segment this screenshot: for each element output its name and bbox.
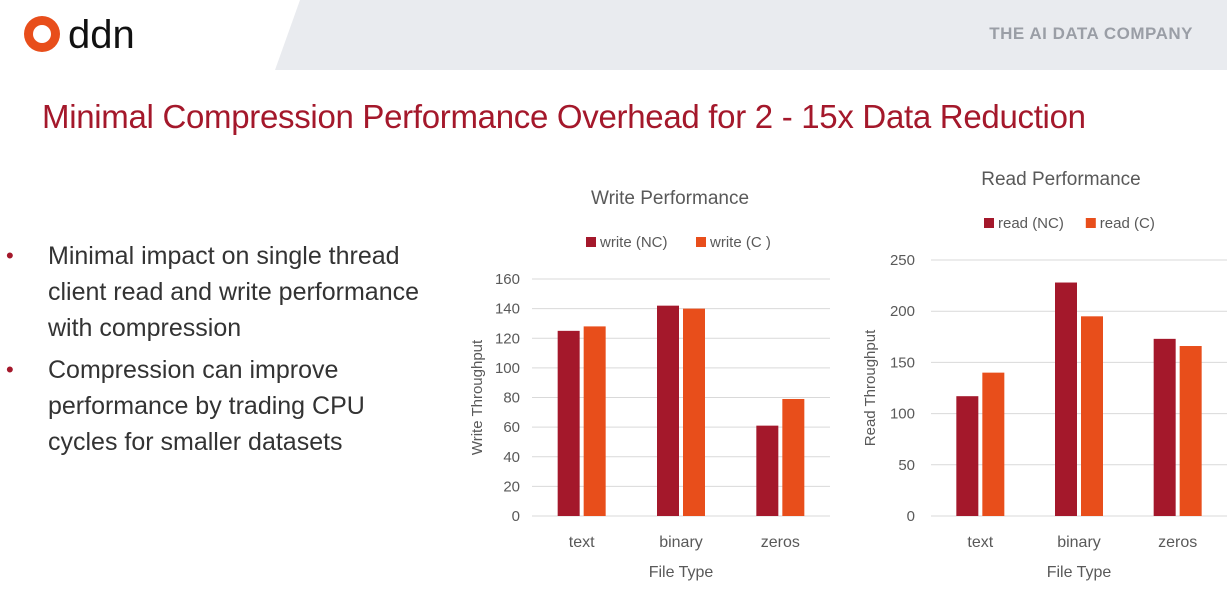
bar bbox=[1081, 316, 1103, 516]
x-axis-label: File Type bbox=[649, 564, 714, 581]
chart-title: Write Performance bbox=[591, 188, 749, 209]
y-axis-label: Write Throughput bbox=[469, 339, 486, 455]
bullet-item: • Minimal impact on single thread client… bbox=[0, 238, 440, 346]
x-axis-label: File Type bbox=[1047, 564, 1112, 581]
legend-swatch bbox=[1085, 218, 1096, 228]
y-tick-label: 20 bbox=[503, 478, 520, 495]
legend-swatch bbox=[586, 237, 596, 247]
legend-label: write (NC) bbox=[599, 234, 668, 251]
x-tick-label: text bbox=[569, 534, 595, 551]
header-white-panel bbox=[0, 0, 300, 70]
y-axis-label: Read Throughput bbox=[862, 329, 879, 446]
x-tick-label: zeros bbox=[1158, 534, 1197, 551]
y-tick-label: 120 bbox=[495, 330, 520, 347]
bullet-dot-icon: • bbox=[6, 357, 14, 382]
read-performance-chart: Read Performance read (NC) read (C) 0 50 100 1… bbox=[862, 169, 1227, 581]
legend-label: write (C ) bbox=[709, 234, 771, 251]
legend-label: read (C) bbox=[1100, 215, 1155, 232]
legend-label: read (NC) bbox=[998, 215, 1064, 232]
bar bbox=[657, 305, 679, 516]
bar bbox=[1153, 338, 1176, 516]
bar bbox=[782, 398, 805, 516]
bullet-dot-icon: • bbox=[6, 243, 14, 268]
x-tick-label: binary bbox=[659, 534, 703, 551]
bar bbox=[557, 330, 580, 516]
y-tick-label: 100 bbox=[890, 406, 915, 423]
x-tick-label: zeros bbox=[761, 534, 800, 551]
bar bbox=[1179, 346, 1202, 516]
bullet-text: Minimal impact on single thread client r… bbox=[48, 242, 420, 342]
bullet-item: • Compression can improve performance by… bbox=[0, 352, 440, 460]
bar bbox=[683, 308, 705, 516]
x-tick-label: binary bbox=[1057, 534, 1101, 551]
x-tick-label: text bbox=[967, 534, 993, 551]
legend-swatch bbox=[696, 237, 706, 247]
legend-swatch bbox=[984, 218, 994, 228]
bar bbox=[583, 326, 606, 516]
y-tick-label: 60 bbox=[503, 419, 520, 436]
y-tick-label: 50 bbox=[898, 457, 915, 474]
ddn-logo: ddn bbox=[24, 13, 135, 57]
y-tick-label: 0 bbox=[512, 508, 520, 525]
y-tick-label: 150 bbox=[890, 354, 915, 371]
bar bbox=[982, 372, 1005, 516]
y-tick-label: 100 bbox=[495, 360, 520, 377]
y-tick-label: 140 bbox=[495, 301, 520, 318]
page-title: Minimal Compression Performance Overhead… bbox=[42, 98, 1086, 135]
chart-title: Read Performance bbox=[981, 169, 1140, 190]
bar bbox=[1055, 282, 1077, 516]
y-tick-label: 80 bbox=[503, 390, 520, 407]
bar bbox=[956, 396, 979, 516]
y-tick-label: 160 bbox=[495, 271, 520, 288]
write-performance-chart: Write Performance write (NC) write (C ) 0 20… bbox=[469, 188, 830, 581]
y-tick-label: 250 bbox=[890, 252, 915, 269]
bullet-list: • Minimal impact on single thread client… bbox=[0, 238, 440, 466]
bullet-text: Compression can improve performance by t… bbox=[48, 356, 365, 456]
tagline: THE AI DATA COMPANY bbox=[989, 24, 1193, 43]
bar bbox=[756, 425, 779, 516]
y-tick-label: 0 bbox=[907, 508, 915, 525]
y-tick-label: 200 bbox=[890, 303, 915, 320]
logo-text: ddn bbox=[68, 13, 135, 57]
y-tick-label: 40 bbox=[503, 449, 520, 466]
